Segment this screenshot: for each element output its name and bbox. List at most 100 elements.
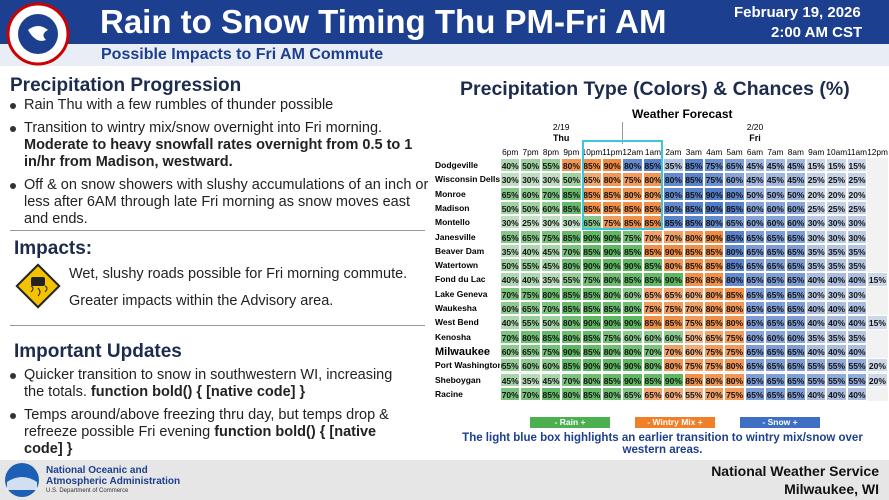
cell-text: 85% (583, 203, 601, 214)
forecast-cell: 90% (581, 358, 602, 373)
hour-label: 4am (706, 147, 723, 157)
forecast-cell: 80% (561, 158, 582, 173)
forecast-cell: 35% (846, 243, 868, 259)
hour-label: 8pm (542, 147, 560, 157)
forecast-cell: 45% (540, 258, 562, 273)
date: February 19, 2026 (734, 4, 861, 21)
cell-color (705, 187, 724, 200)
forecast-cell: 45% (785, 158, 806, 173)
legend-item: - Rain + (530, 417, 610, 428)
cell-text: 65% (787, 361, 805, 372)
cell-color (623, 273, 642, 286)
cell-color (582, 187, 601, 200)
cell-color (582, 387, 601, 401)
forecast-cell: 80% (561, 329, 582, 344)
cell-color (664, 387, 683, 401)
cell-color (705, 230, 724, 243)
cell-color (807, 287, 826, 300)
cell-color (664, 287, 683, 300)
forecast-cell: 80% (520, 329, 541, 344)
forecast-cell: 80% (602, 286, 623, 301)
cell-text: 35% (664, 161, 682, 171)
cell-color (501, 287, 520, 300)
cell-text: 70% (644, 232, 662, 243)
cell-text: 40% (807, 346, 825, 357)
cell-text: 75% (685, 318, 703, 329)
cell-text: 70% (644, 346, 662, 357)
cell-color (766, 387, 785, 401)
cell-color (623, 330, 642, 343)
cell-text: 35% (848, 332, 866, 343)
forecast-cell: 65% (724, 215, 745, 230)
cell-color (786, 159, 805, 172)
cell-color (582, 359, 601, 372)
subheader-bar (0, 44, 889, 66)
cell-text: 85% (562, 361, 580, 372)
cell-color (786, 359, 805, 372)
forecast-cell: 55% (520, 315, 541, 330)
cell-color (684, 344, 703, 358)
cell-color (766, 330, 785, 343)
cell-color (705, 330, 724, 343)
forecast-cell: 85% (683, 215, 704, 230)
cell-text: 55% (848, 375, 866, 386)
forecast-cell: 70% (540, 186, 562, 201)
forecast-cell: 60% (663, 386, 684, 402)
cell-text: 30% (807, 218, 825, 229)
cell-color (725, 344, 744, 358)
cell-text: 85% (644, 318, 662, 329)
cell-color (623, 287, 642, 300)
cell-color (827, 259, 846, 272)
cell-text: 90% (562, 346, 580, 357)
location-name: Madison (435, 202, 470, 213)
forecast-cell: 75% (724, 329, 745, 344)
forecast-cell: 35% (826, 243, 847, 259)
cell-color (664, 330, 683, 343)
forecast-cell: 30% (520, 172, 541, 187)
cell-text: 65% (522, 304, 540, 314)
forecast-cell: 45% (744, 158, 766, 173)
cell-text: 85% (685, 275, 703, 286)
cell-text: 80% (726, 375, 744, 386)
cell-color (582, 201, 601, 215)
cell-color (786, 344, 805, 358)
cell-color (847, 259, 867, 272)
cell-color (664, 259, 683, 272)
cell-text: 40% (848, 275, 866, 286)
cell-text: 85% (685, 261, 703, 272)
forecast-cell: 35% (806, 329, 827, 344)
cell-color (521, 287, 540, 300)
forecast-cell: 90% (622, 258, 643, 273)
forecast-cell: 60% (642, 329, 664, 344)
cell-color (766, 216, 785, 229)
cell-text: 85% (685, 189, 703, 200)
bullet-dot (10, 183, 16, 189)
cell-color (541, 216, 561, 229)
forecast-cell: 90% (663, 372, 684, 387)
forecast-cell: 60% (540, 358, 562, 373)
cell-color (725, 230, 744, 243)
forecast-cell: 65% (765, 372, 786, 387)
cell-color (541, 259, 561, 272)
forecast-cell: 25% (846, 200, 868, 216)
impact-line: Greater impacts within the Advisory area… (69, 293, 334, 309)
cell-color (847, 302, 867, 315)
cell-color (725, 387, 744, 401)
forecast-cell: 75% (704, 158, 725, 173)
cell-text: 85% (644, 275, 662, 286)
cell-text: 55% (807, 361, 825, 372)
cell-text: 45% (746, 161, 764, 171)
forecast-cell: 70% (500, 386, 521, 402)
cell-color (847, 244, 867, 258)
cell-text: 50% (522, 161, 540, 171)
cell-color (684, 159, 703, 172)
cell-color (745, 259, 765, 272)
cell-color (766, 173, 785, 186)
cell-text: 55% (542, 161, 560, 171)
day-name: Fri (749, 133, 761, 143)
cell-text: 75% (685, 361, 703, 372)
forecast-cell: 85% (540, 329, 562, 344)
cell-color (562, 344, 581, 358)
forecast-cell: 65% (520, 301, 541, 316)
forecast-cell: 70% (683, 301, 704, 316)
